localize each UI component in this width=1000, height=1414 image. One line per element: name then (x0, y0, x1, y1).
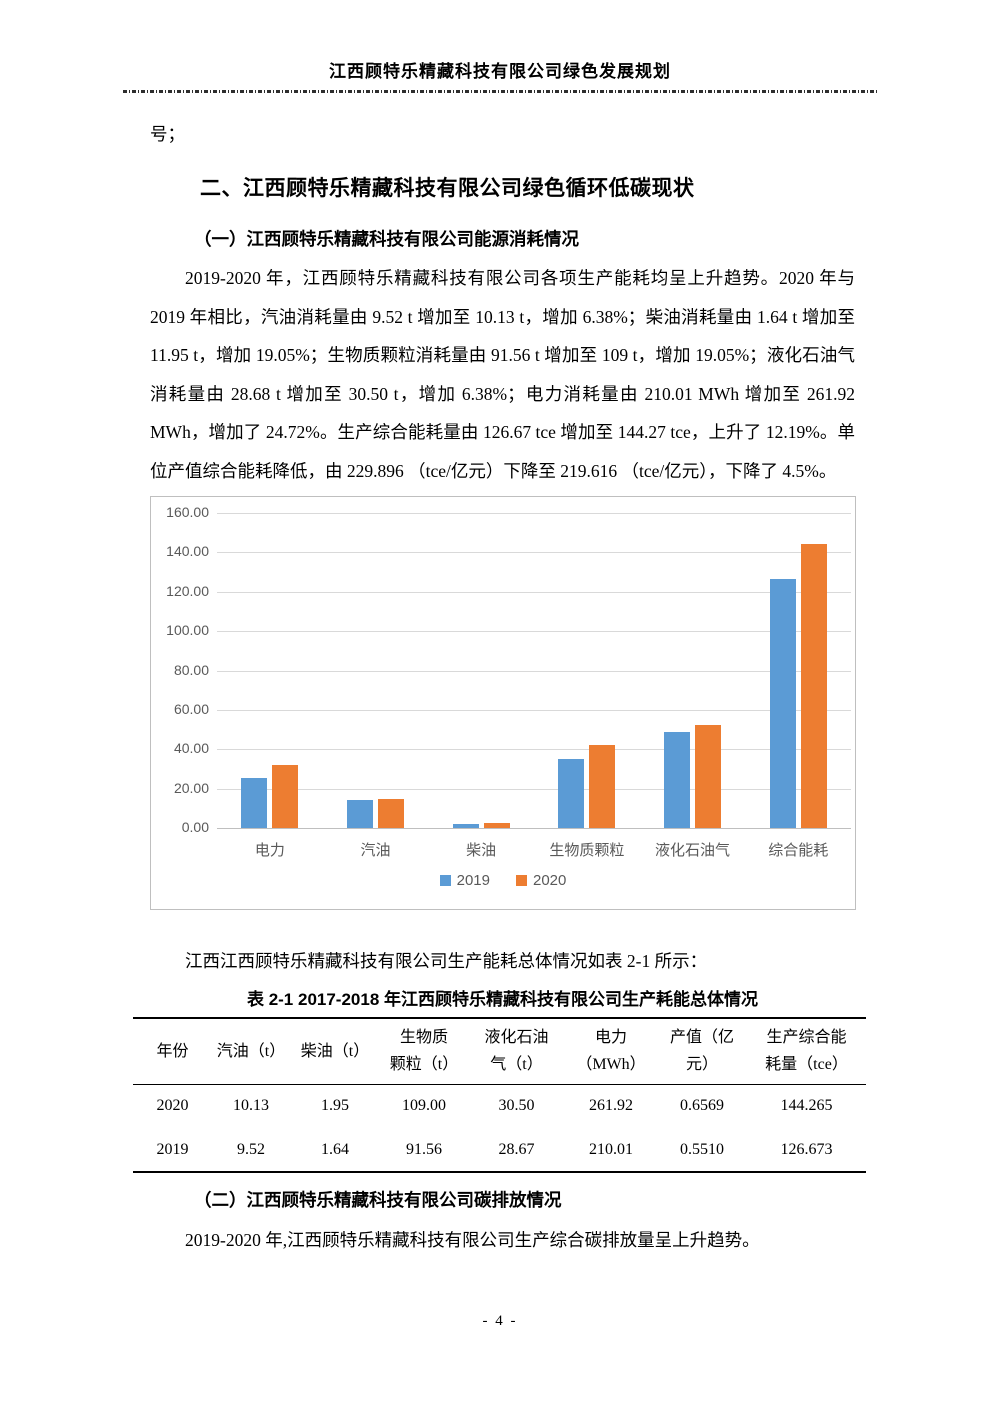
y-axis-tick-label: 40.00 (173, 740, 209, 757)
table-cell: 2019 (156, 1140, 189, 1158)
y-axis-tick-label: 100.00 (166, 622, 209, 639)
table-cell: 30.50 (498, 1097, 535, 1115)
subsection-heading-energy: （一）江西顾特乐精藏科技有限公司能源消耗情况 (194, 229, 579, 249)
chart-gridline (217, 552, 851, 554)
table-cell: 109.00 (402, 1097, 446, 1115)
bar-group (745, 543, 851, 828)
page-header-title: 江西顾特乐精藏科技有限公司绿色发展规划 (329, 62, 671, 81)
y-axis-tick-label: 120.00 (166, 582, 209, 599)
chart-gridline (217, 591, 851, 593)
table-cell: 2020 (156, 1097, 189, 1115)
bar-2019 (664, 731, 691, 828)
page-content: 号； 二、江西顾特乐精藏科技有限公司绿色循环低碳现状 （一）江西顾特乐精藏科技有… (0, 121, 1000, 1253)
table-intro-paragraph: 江西江西顾特乐精藏科技有限公司生产能耗总体情况如表 2-1 所示： (185, 951, 708, 971)
y-axis-tick-label: 80.00 (173, 661, 209, 678)
table-cell: 0.5510 (680, 1140, 724, 1158)
legend-swatch-2019 (439, 875, 451, 886)
leading-text-fragment: 号； (150, 124, 185, 144)
legend-item-2019: 2019 (439, 872, 490, 889)
bar-2020 (483, 822, 510, 828)
bar-2019 (347, 800, 373, 828)
energy-consumption-table: 年份 汽油（t） 柴油（t） 生物质 颗粒（t） 液化石油 气（t） 电力 （MWh） 产值… (133, 1017, 866, 1173)
table-header-cell: 汽油（t） (216, 1042, 286, 1060)
table-body: 2020 10.13 1.95 109.00 30.50 261.92 0.6569 144.… (133, 1084, 866, 1172)
table-row: 2020 10.13 1.95 109.00 30.50 261.92 0.6569 144.… (133, 1084, 866, 1128)
x-axis-category-label: 柴油 (466, 842, 497, 859)
table-header: 年份 汽油（t） 柴油（t） 生物质 颗粒（t） 液化石油 气（t） 电力 （MWh） 产值… (133, 1018, 866, 1084)
table-cell: 1.95 (321, 1097, 349, 1115)
bar-group (428, 822, 534, 828)
table-cell: 261.92 (589, 1097, 633, 1115)
table-header-row: 年份 汽油（t） 柴油（t） 生物质 颗粒（t） 液化石油 气（t） 电力 （MWh） 产值… (133, 1018, 866, 1084)
energy-consumption-paragraph: 2019-2020 年，江西顾特乐精藏科技有限公司各项生产能耗均呈上升趋势。20… (150, 268, 855, 481)
chart-gridline (217, 631, 851, 633)
bar-2019 (769, 578, 796, 828)
bar-2019 (558, 759, 585, 828)
chart-gridline (217, 828, 851, 829)
x-axis-category-label: 综合能耗 (768, 842, 829, 859)
table-header-cell: 年份 (156, 1042, 189, 1060)
table-header-cell: 生产综合能 耗量（tce） (765, 1029, 848, 1074)
y-axis-tick-label: 160.00 (166, 504, 209, 520)
bar-group (534, 745, 640, 828)
bar-2020 (695, 725, 722, 828)
table-header-cell: 液化石油 气（t） (484, 1029, 549, 1074)
table-cell: 9.52 (237, 1140, 265, 1158)
table-cell: 10.13 (233, 1097, 269, 1115)
table-header-cell: 电力 （MWh） (576, 1029, 646, 1074)
table-cell: 0.6569 (680, 1097, 724, 1115)
y-axis-tick-label: 20.00 (173, 779, 209, 796)
chart-gridline (217, 749, 851, 751)
y-axis-tick-label: 140.00 (166, 543, 209, 560)
subsection-heading-carbon: （二）江西顾特乐精藏科技有限公司碳排放情况 (194, 1190, 562, 1210)
page-number: - 4 - (482, 1313, 518, 1329)
chart-legend: 2019 2020 (151, 872, 855, 889)
bar-2020 (589, 745, 616, 828)
table-cell: 126.673 (780, 1140, 833, 1158)
bar-2019 (452, 823, 479, 828)
bar-group (323, 798, 429, 828)
table-header-cell: 柴油（t） (300, 1042, 370, 1060)
table-cell: 91.56 (406, 1140, 442, 1158)
bar-2020 (800, 543, 827, 828)
bar-group (640, 725, 746, 828)
chart-plot-area (217, 513, 851, 828)
table-header-cell: 产值（亿 元） (669, 1029, 734, 1074)
header-divider-rule (123, 90, 877, 93)
x-axis-category-label: 电力 (254, 842, 285, 859)
legend-label-2020: 2020 (533, 872, 567, 889)
bar-2020 (378, 798, 404, 828)
y-axis-tick-label: 60.00 (173, 700, 209, 717)
bar-2020 (272, 765, 299, 828)
section-heading: 二、江西顾特乐精藏科技有限公司绿色循环低碳现状 (200, 177, 695, 200)
x-axis-labels: 电力 汽油 柴油 生物质颗粒 液化石油气 综合能耗 (217, 839, 851, 860)
table-row: 2019 9.52 1.64 91.56 28.67 210.01 0.5510 126.67… (133, 1128, 866, 1172)
bar-group (217, 765, 323, 828)
table-header-cell: 生物质 颗粒（t） (389, 1029, 459, 1074)
x-axis-category-label: 生物质颗粒 (549, 842, 625, 859)
chart-gridline (217, 513, 851, 514)
table-caption: 表 2-1 2017-2018 年江西顾特乐精藏科技有限公司生产耗能总体情况 (246, 990, 759, 1009)
chart-gridline (217, 788, 851, 790)
legend-item-2020: 2020 (516, 872, 566, 889)
x-axis-category-label: 液化石油气 (655, 842, 731, 859)
carbon-emission-paragraph: 2019-2020 年,江西顾特乐精藏科技有限公司生产综合碳排放量呈上升趋势。 (185, 1230, 760, 1250)
table-cell: 1.64 (321, 1140, 349, 1158)
chart-gridline (217, 709, 851, 711)
legend-label-2019: 2019 (456, 872, 490, 889)
chart-gridline (217, 670, 851, 672)
x-axis-category-label: 汽油 (360, 842, 391, 859)
table-cell: 144.265 (780, 1097, 833, 1115)
table-cell: 28.67 (498, 1140, 535, 1158)
table-cell: 210.01 (589, 1140, 633, 1158)
bar-2019 (241, 777, 268, 828)
y-axis-tick-label: 0.00 (181, 819, 209, 835)
energy-consumption-bar-chart: 0.00 20.00 40.00 60.00 80.00 100.00 120.00 140.… (150, 496, 856, 910)
legend-swatch-2020 (516, 875, 527, 886)
